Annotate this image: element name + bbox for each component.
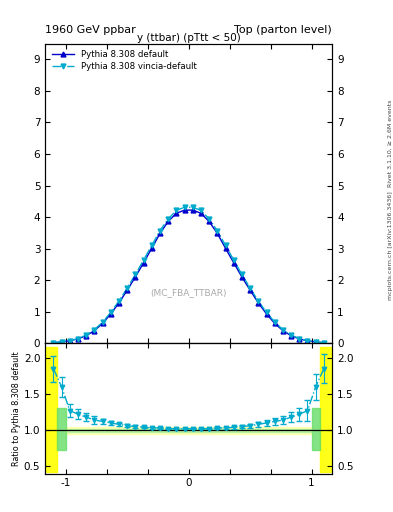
Bar — [66, 426, 312, 434]
Bar — [45, 347, 57, 472]
Bar — [320, 347, 332, 472]
Bar — [57, 409, 66, 451]
Text: Top (parton level): Top (parton level) — [234, 25, 332, 35]
Title: y (ttbar) (pTtt < 50): y (ttbar) (pTtt < 50) — [137, 33, 241, 42]
Bar — [66, 429, 312, 432]
Bar — [312, 409, 320, 451]
Legend: Pythia 8.308 default, Pythia 8.308 vincia-default: Pythia 8.308 default, Pythia 8.308 vinci… — [50, 48, 199, 74]
Text: Rivet 3.1.10, ≥ 2.6M events: Rivet 3.1.10, ≥ 2.6M events — [388, 100, 393, 187]
Y-axis label: Ratio to Pythia 8.308 default: Ratio to Pythia 8.308 default — [12, 351, 21, 466]
Text: 1960 GeV ppbar: 1960 GeV ppbar — [45, 25, 136, 35]
Text: mcplots.cern.ch [arXiv:1306.3436]: mcplots.cern.ch [arXiv:1306.3436] — [388, 191, 393, 300]
Text: (MC_FBA_TTBAR): (MC_FBA_TTBAR) — [151, 288, 227, 297]
